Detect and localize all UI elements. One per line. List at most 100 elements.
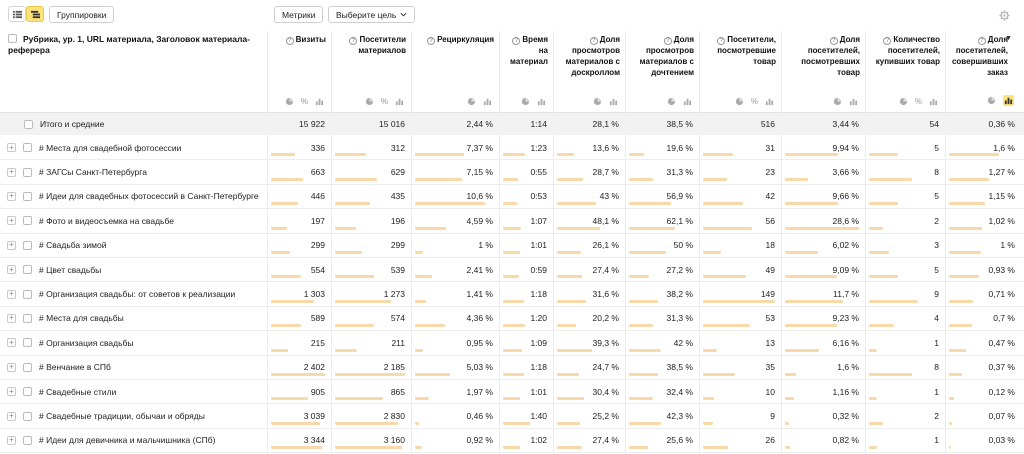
table-row[interactable]: + # Организация свадьбы 215 211 0,95 % 1:09 39… <box>0 331 1024 356</box>
row-label[interactable]: # Места для свадьбы <box>39 313 124 324</box>
help-icon[interactable]: ? <box>349 37 358 45</box>
dimension-header[interactable]: Рубрика, ур. 1, URL материала, Заголовок… <box>8 34 258 56</box>
table-row[interactable]: + # Свадебные стили 905 865 1,97 % 1:01 30,4 %… <box>0 380 1024 405</box>
row-label[interactable]: # Места для свадебной фотосессии <box>39 142 182 153</box>
percent-icon[interactable]: % <box>750 97 758 106</box>
pie-chart-icon[interactable] <box>899 97 908 106</box>
row-checkbox[interactable] <box>23 411 32 421</box>
row-checkbox[interactable] <box>23 338 32 348</box>
row-label[interactable]: # Свадебные традиции, обычаи и обряды <box>39 411 205 422</box>
row-checkbox[interactable] <box>23 435 32 445</box>
help-icon[interactable]: ? <box>589 37 598 45</box>
column-header[interactable]: ? Доля просмотров материалов с доскроллом <box>554 31 624 113</box>
help-icon[interactable]: ? <box>663 37 672 45</box>
bar-chart-icon[interactable] <box>395 97 404 106</box>
bar-chart-icon[interactable] <box>537 97 546 106</box>
row-checkbox[interactable] <box>23 240 32 250</box>
column-header[interactable]: ? Количество посетителей, купивших товар% <box>866 31 944 113</box>
pie-chart-icon[interactable] <box>467 97 476 106</box>
table-row[interactable]: + # Свадьба зимой 299 299 1 % 1:01 26,1 % 50 % 1… <box>0 234 1024 258</box>
expand-icon[interactable]: + <box>7 411 16 421</box>
expand-icon[interactable]: + <box>7 191 16 201</box>
bar-chart-icon[interactable] <box>483 97 492 106</box>
gear-icon[interactable] <box>999 10 1010 21</box>
pie-chart-icon[interactable] <box>521 97 530 106</box>
table-row[interactable]: + # Организация свадьбы: от советов к реа… <box>0 282 1024 307</box>
column-header[interactable]: ? Посетители материалов% <box>332 31 410 113</box>
help-icon[interactable]: ? <box>285 37 294 45</box>
table-row[interactable]: + # Идеи для свадебных фотосессий в Санкт… <box>0 185 1024 210</box>
expand-icon[interactable]: + <box>7 338 16 348</box>
pie-chart-icon[interactable] <box>593 97 602 106</box>
table-row[interactable]: + # Идеи для девичника и мальчишника (СПб… <box>0 429 1024 454</box>
expand-icon[interactable]: + <box>7 313 16 323</box>
help-icon[interactable]: ? <box>427 37 436 45</box>
column-header[interactable]: ? Время на материал <box>500 31 552 113</box>
row-label[interactable]: # Фото и видеосъемка на свадьбе <box>39 215 174 226</box>
row-checkbox[interactable] <box>23 191 32 201</box>
help-icon[interactable]: ? <box>883 37 892 45</box>
bar-chart-icon-active[interactable] <box>1003 95 1014 106</box>
row-label[interactable]: # Свадебные стили <box>39 386 117 397</box>
expand-icon[interactable]: + <box>7 240 16 250</box>
table-row[interactable]: + # Свадебные традиции, обычаи и обряды 3 … <box>0 404 1024 429</box>
expand-icon[interactable]: + <box>7 435 16 445</box>
row-label[interactable]: # Идеи для девичника и мальчишника (СПб) <box>39 435 216 446</box>
expand-icon[interactable]: + <box>7 216 16 226</box>
column-header[interactable]: ? Доля просмотров материалов с дочтением <box>626 31 698 113</box>
percent-icon[interactable]: % <box>300 97 308 106</box>
bar-chart-icon[interactable] <box>849 97 858 106</box>
help-icon[interactable]: ? <box>829 37 838 45</box>
row-checkbox[interactable] <box>24 119 33 129</box>
help-icon[interactable]: ? <box>977 37 986 45</box>
table-row[interactable]: + # Места для свадьбы 589 574 4,36 % 1:20 20,2… <box>0 307 1024 332</box>
row-checkbox[interactable] <box>23 143 32 153</box>
tree-view-button[interactable] <box>26 6 44 22</box>
expand-icon[interactable]: + <box>7 362 16 372</box>
row-checkbox[interactable] <box>23 289 32 299</box>
pie-chart-icon[interactable] <box>987 96 996 105</box>
row-checkbox[interactable] <box>23 362 32 372</box>
row-checkbox[interactable] <box>23 216 32 226</box>
pie-chart-icon[interactable] <box>833 97 842 106</box>
column-header[interactable]: ? Доля посетителей, совершивших заказ ▼ <box>946 31 1020 113</box>
expand-icon[interactable]: + <box>7 289 16 299</box>
expand-icon[interactable]: + <box>7 143 16 153</box>
table-row[interactable]: + # ЗАГСы Санкт-Петербурга 663 629 7,15 % 0:5… <box>0 160 1024 185</box>
help-icon[interactable]: ? <box>512 37 521 45</box>
goal-select[interactable]: Выберите цель <box>328 6 416 23</box>
row-label[interactable]: # Цвет свадьбы <box>39 264 102 275</box>
help-icon[interactable]: ? <box>717 37 726 45</box>
list-view-button[interactable] <box>8 6 26 22</box>
bar-chart-icon[interactable] <box>929 97 938 106</box>
column-header[interactable]: ? Посетители, посмотревшие товар% <box>700 31 780 113</box>
expand-icon[interactable]: + <box>7 265 16 275</box>
row-label[interactable]: # Организация свадьбы <box>39 337 134 348</box>
row-checkbox[interactable] <box>23 167 32 177</box>
bar-chart-icon[interactable] <box>315 97 324 106</box>
percent-icon[interactable]: % <box>914 97 922 106</box>
row-label[interactable]: # Венчание в СПб <box>39 362 111 373</box>
row-label[interactable]: # Идеи для свадебных фотосессий в Санкт-… <box>39 191 259 202</box>
metrics-button[interactable]: Метрики <box>274 6 324 23</box>
pie-chart-icon[interactable] <box>667 97 676 106</box>
row-checkbox[interactable] <box>23 265 32 275</box>
row-label[interactable]: # Организация свадьбы: от советов к реал… <box>39 289 236 300</box>
column-header[interactable]: ? Доля посетителей, посмотревших товар <box>782 31 864 113</box>
percent-icon[interactable]: % <box>380 97 388 106</box>
table-row[interactable]: + # Места для свадебной фотосессии 336 312 7… <box>0 136 1024 161</box>
row-checkbox[interactable] <box>23 387 32 397</box>
row-label[interactable]: # ЗАГСы Санкт-Петербурга <box>39 167 147 178</box>
table-row[interactable]: + # Цвет свадьбы 554 539 2,41 % 0:59 27,4 % 27,… <box>0 258 1024 283</box>
expand-icon[interactable]: + <box>7 167 16 177</box>
row-checkbox[interactable] <box>23 313 32 323</box>
expand-icon[interactable]: + <box>7 387 16 397</box>
table-row[interactable]: + # Фото и видеосъемка на свадьбе 197 196 4,… <box>0 209 1024 234</box>
pie-chart-icon[interactable] <box>285 97 294 106</box>
bar-chart-icon[interactable] <box>765 97 774 106</box>
pie-chart-icon[interactable] <box>365 97 374 106</box>
groupings-button[interactable]: Группировки <box>49 6 115 23</box>
pie-chart-icon[interactable] <box>735 97 744 106</box>
bar-chart-icon[interactable] <box>683 97 692 106</box>
select-all-checkbox[interactable] <box>8 34 17 43</box>
